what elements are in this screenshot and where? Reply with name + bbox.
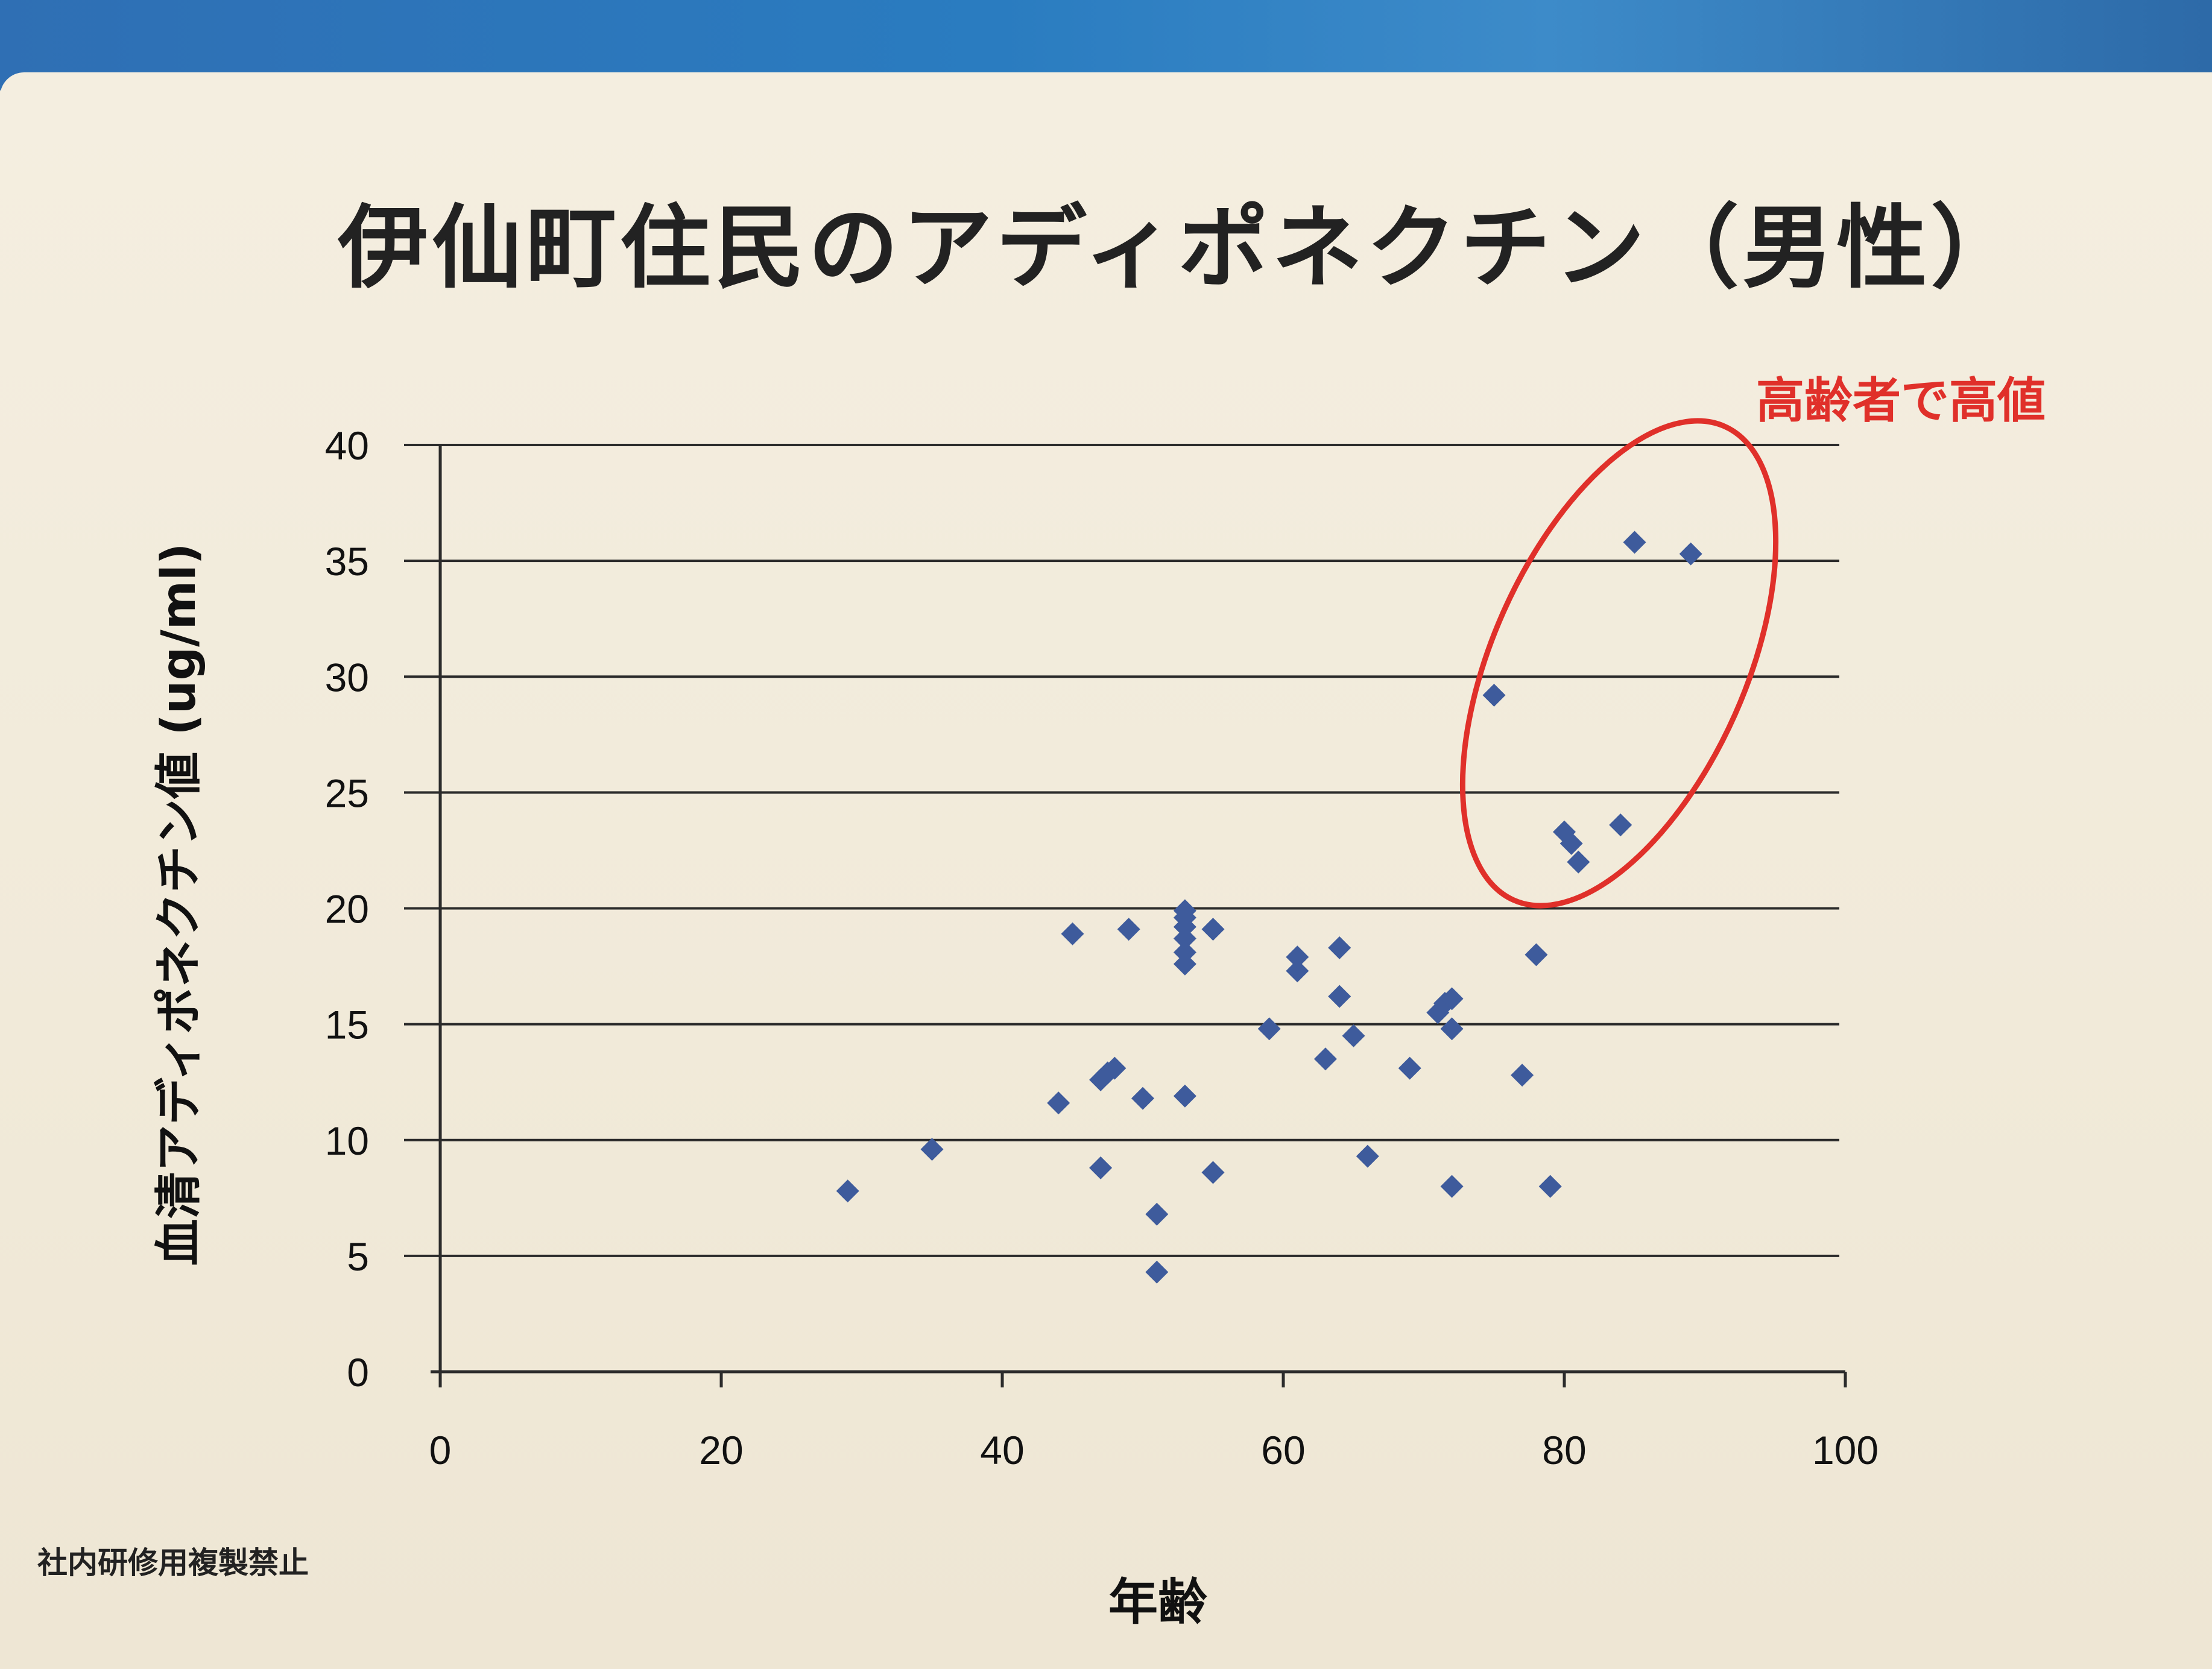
y-tick-label-30: 30 bbox=[325, 655, 369, 699]
tick-label-layer: 0 5 10 15 20 25 30 35 40 0 20 40 60 80 100 bbox=[325, 423, 1879, 1472]
y-tick-label-25: 25 bbox=[325, 771, 369, 815]
data-point bbox=[1173, 1084, 1196, 1108]
data-point bbox=[1201, 1161, 1225, 1184]
data-point bbox=[1313, 1047, 1337, 1071]
data-point bbox=[1398, 1056, 1421, 1080]
data-point bbox=[1679, 542, 1702, 566]
data-point bbox=[1609, 813, 1632, 837]
x-axis-label: 年齢 bbox=[1108, 1574, 1208, 1631]
y-tick-label-0: 0 bbox=[347, 1350, 369, 1395]
y-tick-label-15: 15 bbox=[325, 1003, 369, 1047]
highlight-ellipse bbox=[1459, 418, 1779, 909]
data-point bbox=[1173, 952, 1196, 976]
y-tick-label-20: 20 bbox=[325, 887, 369, 932]
data-point bbox=[1047, 1091, 1070, 1115]
data-point bbox=[1440, 1175, 1464, 1198]
data-point bbox=[1286, 959, 1309, 983]
data-point bbox=[1286, 945, 1309, 969]
grid-layer bbox=[404, 444, 1839, 1257]
data-point bbox=[1511, 1064, 1534, 1087]
data-point bbox=[1145, 1260, 1169, 1284]
y-tick-label-35: 35 bbox=[325, 539, 369, 584]
y-axis-label: 血清アディポネクチン値 (ug/ml) bbox=[152, 543, 206, 1266]
chart-title: 伊仙町住民のアディポネクチン（男性） bbox=[338, 196, 2025, 301]
x-tick-label-80: 80 bbox=[1542, 1428, 1586, 1472]
data-point bbox=[1103, 1056, 1127, 1080]
x-tick-label-20: 20 bbox=[699, 1428, 743, 1472]
data-point bbox=[1440, 1017, 1464, 1041]
data-point bbox=[1173, 927, 1196, 950]
data-point bbox=[1145, 1202, 1169, 1226]
data-point bbox=[1117, 918, 1140, 941]
y-tick-label-5: 5 bbox=[347, 1234, 369, 1279]
data-point bbox=[1356, 1144, 1379, 1168]
data-point bbox=[1061, 922, 1084, 945]
page-sheet bbox=[0, 72, 2212, 1669]
data-point bbox=[1342, 1024, 1365, 1047]
data-point bbox=[1559, 831, 1583, 855]
data-point bbox=[1201, 918, 1225, 941]
x-tick-label-40: 40 bbox=[980, 1428, 1024, 1472]
data-point bbox=[1567, 850, 1590, 874]
data-point-layer bbox=[836, 531, 1702, 1284]
data-point bbox=[1173, 941, 1196, 964]
data-point bbox=[1482, 683, 1506, 707]
x-tick-label-0: 0 bbox=[429, 1428, 452, 1472]
data-point bbox=[1089, 1156, 1113, 1179]
data-point bbox=[1131, 1087, 1154, 1110]
data-point bbox=[1538, 1175, 1562, 1198]
data-point bbox=[836, 1179, 859, 1203]
y-tick-label-10: 10 bbox=[325, 1118, 369, 1163]
x-tick-label-100: 100 bbox=[1812, 1428, 1879, 1472]
annotation-label: 高齢者で高値 bbox=[1756, 373, 2046, 429]
x-tick-label-60: 60 bbox=[1261, 1428, 1305, 1472]
data-point bbox=[1257, 1017, 1281, 1041]
data-point bbox=[1440, 987, 1464, 1011]
axis-layer bbox=[431, 445, 1847, 1387]
data-point bbox=[920, 1138, 944, 1161]
y-tick-label-40: 40 bbox=[325, 423, 369, 468]
data-point bbox=[1328, 936, 1351, 959]
data-point bbox=[1623, 531, 1646, 554]
data-point bbox=[1328, 985, 1351, 1008]
data-point bbox=[1173, 899, 1196, 923]
footer-note: 社内研修用複製禁止 bbox=[37, 1545, 309, 1580]
data-point bbox=[1525, 943, 1548, 967]
